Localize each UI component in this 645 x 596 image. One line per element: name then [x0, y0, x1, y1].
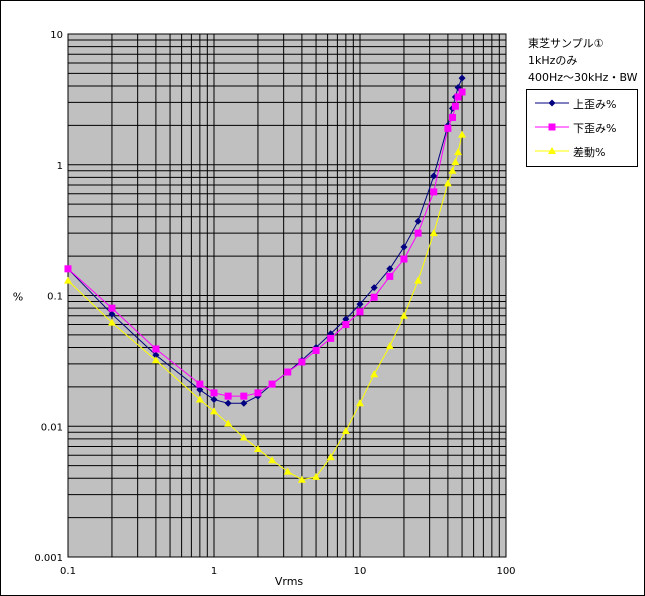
data-point-upper [430, 172, 438, 180]
data-point-differential [268, 456, 277, 464]
data-point-upper [400, 243, 408, 251]
data-point-lower [268, 380, 276, 388]
grid-lines [67, 34, 506, 558]
data-point-lower [327, 334, 335, 342]
data-point-lower [254, 389, 262, 397]
data-point-differential [312, 472, 321, 480]
data-point-lower [240, 392, 248, 400]
y-tick-label: 10 [50, 30, 63, 41]
data-point-lower [370, 293, 378, 301]
data-point-upper [196, 386, 204, 394]
data-point-lower [196, 380, 204, 388]
data-point-differential [210, 407, 218, 415]
data-point-differential [385, 342, 394, 350]
data-point-upper [370, 284, 378, 292]
y-tick-label: 0.1 [47, 292, 63, 303]
y-tick-label: 0.01 [41, 422, 63, 433]
legend-swatch-differential [535, 147, 569, 154]
data-point-upper [458, 74, 466, 82]
data-point-upper [224, 399, 232, 407]
data-point-upper [342, 315, 350, 323]
legend-entry-lower: 下歪み% [527, 119, 637, 135]
data-point-differential [326, 453, 335, 461]
data-point-differential [356, 399, 364, 407]
data-point-differential [341, 426, 350, 434]
data-point-lower [386, 272, 394, 280]
x-tick-label: 100 [496, 566, 515, 577]
data-point-upper [240, 399, 248, 407]
series-layer [64, 74, 467, 483]
data-point-differential [451, 157, 460, 165]
data-point-differential [429, 229, 438, 237]
data-point-lower [356, 308, 364, 316]
data-point-differential [399, 311, 408, 319]
x-tick-label: 0.1 [60, 566, 76, 577]
data-point-lower [454, 93, 462, 101]
legend-label-lower: 下歪み% [573, 122, 617, 135]
data-point-upper [356, 300, 364, 308]
data-point-lower [210, 389, 218, 397]
data-point-differential [458, 130, 467, 138]
legend-swatch-upper [535, 99, 569, 107]
data-point-differential [107, 318, 116, 326]
data-point-lower [152, 345, 160, 353]
data-point-upper [414, 217, 422, 225]
data-point-lower [312, 346, 320, 354]
data-point-differential [224, 419, 233, 427]
legend: 上歪み% 下歪み% 差動% [526, 89, 638, 167]
x-tick-labels: 0.1 1 10 100 [60, 566, 516, 577]
data-point-differential [443, 179, 452, 187]
y-tick-label: 1 [57, 161, 63, 172]
x-tick-label: 10 [354, 566, 367, 577]
data-point-lower [64, 265, 72, 273]
legend-marker-upper [548, 99, 556, 107]
legend-marker-differential [548, 147, 556, 154]
data-point-lower [108, 304, 116, 312]
legend-entry-upper: 上歪み% [527, 95, 637, 111]
legend-label-upper: 上歪み% [573, 98, 617, 111]
data-point-upper [152, 351, 160, 359]
data-point-differential [64, 276, 72, 284]
data-point-upper [210, 396, 218, 404]
data-point-lower [458, 88, 466, 96]
data-point-differential [454, 148, 463, 156]
legend-swatch-lower [535, 123, 569, 131]
legend-entry-differential: 差動% [527, 143, 637, 159]
chart-title-line-3: 400Hz～30kHz・BW [528, 71, 638, 84]
data-point-differential [414, 276, 423, 284]
data-point-differential [283, 467, 292, 475]
data-point-lower [414, 229, 422, 237]
x-tick-label: 1 [211, 566, 217, 577]
y-tick-labels: 10 1 0.1 0.01 0.001 [34, 30, 63, 564]
data-point-lower [448, 113, 456, 121]
data-point-differential [239, 433, 248, 441]
y-tick-label: 0.001 [34, 553, 63, 564]
data-point-lower [430, 188, 438, 196]
data-point-lower [400, 255, 408, 263]
data-point-lower [284, 368, 292, 376]
data-point-lower [444, 124, 452, 132]
y-axis-label: % [13, 291, 23, 304]
data-point-lower [342, 321, 350, 329]
legend-label-differential: 差動% [573, 146, 606, 159]
chart-title-line-2: 1kHzのみ [528, 54, 578, 67]
data-point-differential [151, 356, 160, 364]
data-point-differential [297, 475, 306, 483]
data-point-lower [224, 392, 232, 400]
legend-marker-lower [548, 123, 556, 131]
data-point-upper [108, 310, 116, 318]
data-point-differential [370, 370, 379, 378]
data-point-lower [298, 358, 306, 366]
data-point-upper [386, 265, 394, 273]
x-axis-label: Vrms [275, 575, 304, 588]
data-point-lower [451, 102, 459, 110]
data-point-differential [195, 395, 204, 403]
data-point-differential [448, 166, 457, 174]
chart-title-line-1: 東芝サンプル① [528, 37, 604, 50]
data-point-differential [253, 444, 262, 452]
